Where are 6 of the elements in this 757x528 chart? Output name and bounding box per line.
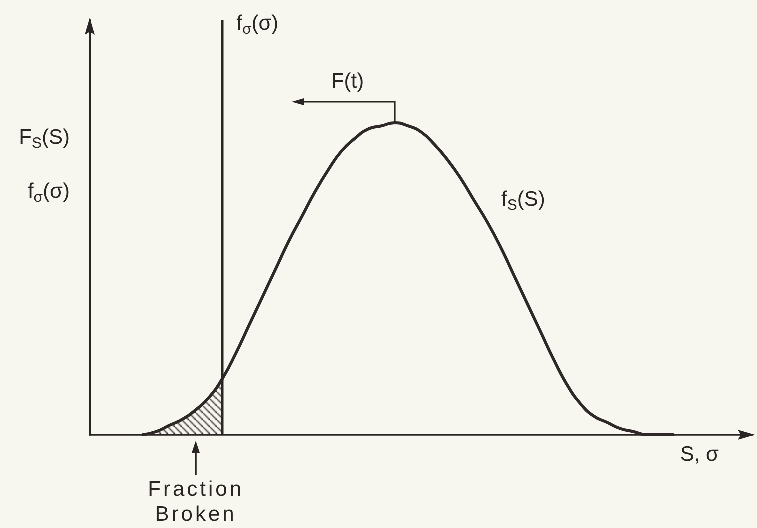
series-label: f$_{S}$(S)	[502, 188, 546, 214]
text: f$_{σ}$(σ)	[236, 12, 279, 38]
text: F$_{S}$(S) f$_{σ}$(σ)	[19, 126, 70, 206]
text: Fraction Broken	[147, 477, 245, 527]
x-axis-title: S, σ	[680, 443, 719, 466]
text: F(t)	[331, 70, 364, 93]
